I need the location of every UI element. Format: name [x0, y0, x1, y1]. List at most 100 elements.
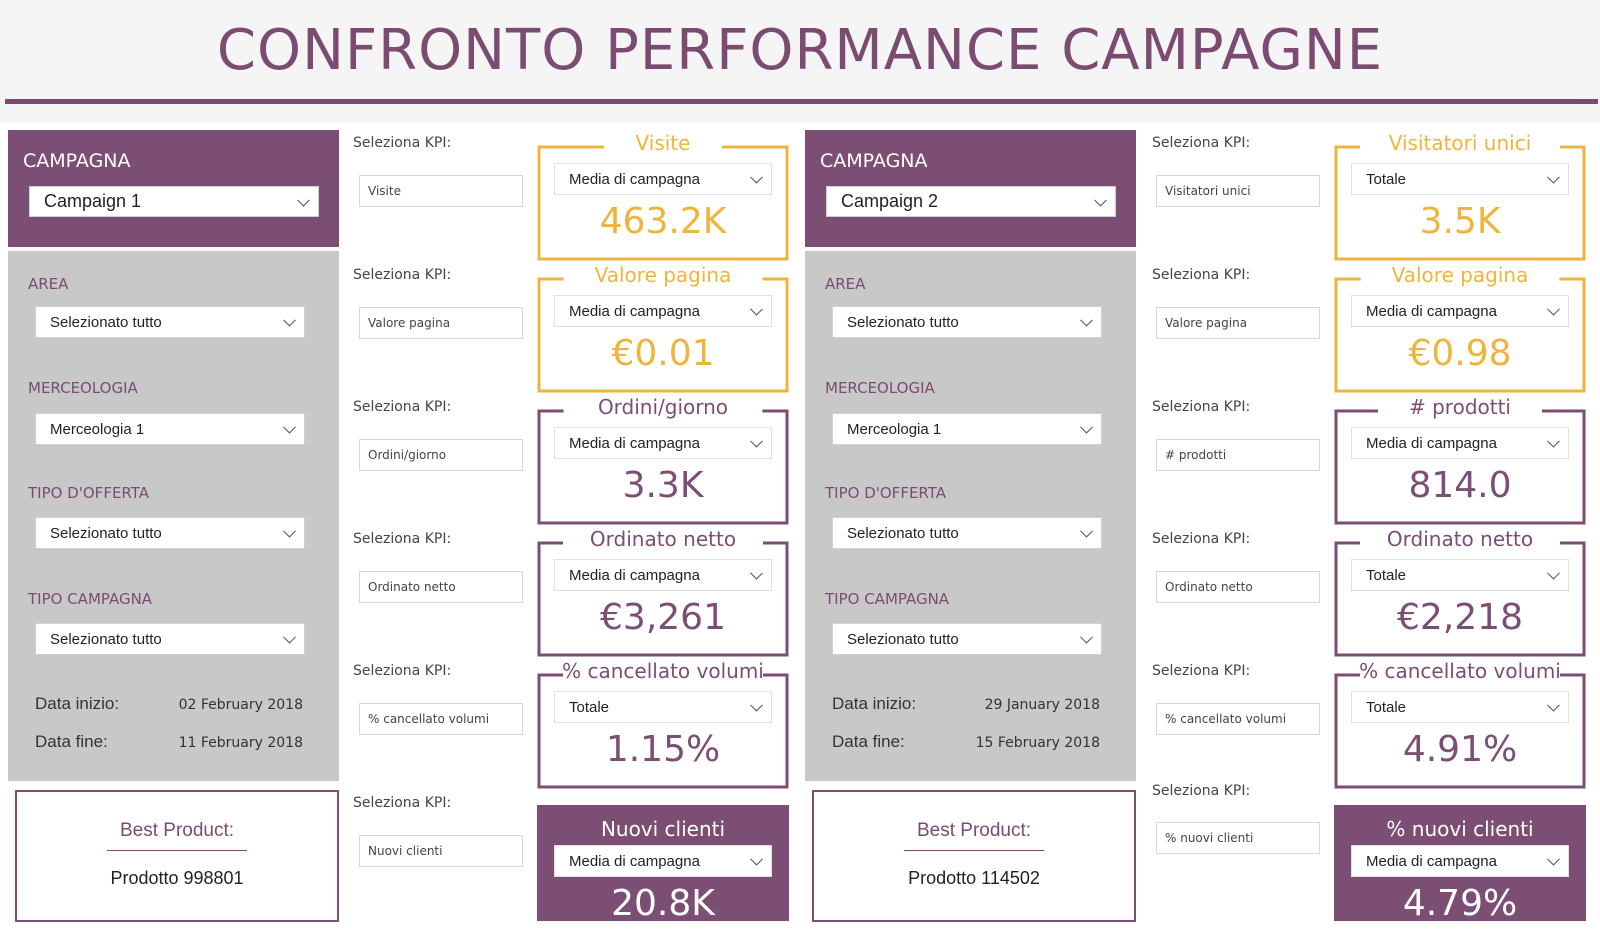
- tipo-offerta-filter-label: TIPO D'OFFERTA: [28, 484, 150, 502]
- area-filter-dropdown[interactable]: Selezionato tutto: [35, 306, 305, 338]
- kpi-select-dropdown[interactable]: % nuovi clienti: [1156, 822, 1320, 854]
- tipo-offerta-filter-dropdown-value: Selezionato tutto: [50, 524, 162, 542]
- kpi-aggregation-dropdown[interactable]: Media di campagna: [554, 163, 772, 195]
- filters-panel: AREA Selezionato tutto MERCEOLOGIA Merceolo…: [805, 251, 1136, 781]
- kpi-aggregation-dropdown-value: Media di campagna: [569, 170, 700, 188]
- chevron-down-icon: [1077, 518, 1101, 548]
- kpi-select-value: Ordinato netto: [1165, 580, 1253, 594]
- kpi-aggregation-dropdown[interactable]: Media di campagna: [554, 427, 772, 459]
- kpi-select-dropdown[interactable]: Ordini/giorno: [359, 439, 523, 471]
- campaign-dropdown[interactable]: Campaign 2: [826, 186, 1116, 217]
- campaign-selector-panel: CAMPAGNA Campaign 2: [805, 130, 1136, 247]
- kpi-select-label: Seleziona KPI:: [353, 531, 452, 547]
- kpi-card: Ordini/giorno Media di campagna 3.3K: [537, 395, 789, 525]
- kpi-aggregation-dropdown-value: Media di campagna: [569, 852, 700, 870]
- kpi-select-dropdown[interactable]: Valore pagina: [359, 307, 523, 339]
- kpi-select-dropdown[interactable]: % cancellato volumi: [1156, 703, 1320, 735]
- merceologia-filter-dropdown[interactable]: Merceologia 1: [832, 413, 1102, 445]
- kpi-card-title: Valore pagina: [594, 263, 732, 287]
- chevron-down-icon: [280, 307, 304, 337]
- kpi-aggregation-dropdown-value: Totale: [1366, 566, 1407, 584]
- date-start-value: 29 January 2018: [984, 697, 1100, 713]
- kpi-select-dropdown[interactable]: Visite: [359, 175, 523, 207]
- kpi-card-frame: [1334, 541, 1586, 657]
- kpi-select-label: Seleziona KPI:: [1152, 531, 1251, 547]
- campaign-label: CAMPAGNA: [23, 150, 131, 172]
- kpi-select-label: Seleziona KPI:: [353, 399, 452, 415]
- chevron-down-icon: [747, 560, 771, 590]
- date-start-label: Data inizio:: [35, 694, 120, 713]
- date-start-label: Data inizio:: [832, 694, 917, 713]
- kpi-card-value: €3,261: [600, 597, 726, 638]
- kpi-card: Visite Media di campagna 463.2K: [537, 131, 789, 261]
- tipo-offerta-filter-dropdown[interactable]: Selezionato tutto: [832, 517, 1102, 549]
- kpi-aggregation-dropdown-value: Media di campagna: [1366, 852, 1497, 870]
- chevron-down-icon: [747, 692, 771, 722]
- best-product-value: Prodotto 998801: [110, 868, 244, 888]
- date-start-value: 02 February 2018: [178, 697, 303, 713]
- chevron-down-icon: [1077, 414, 1101, 444]
- kpi-card-title: % nuovi clienti: [1386, 817, 1534, 841]
- kpi-card: # prodotti Media di campagna 814.0: [1334, 395, 1586, 525]
- kpi-aggregation-dropdown[interactable]: Totale: [554, 691, 772, 723]
- tipo-offerta-filter-dropdown-value: Selezionato tutto: [847, 524, 959, 542]
- kpi-aggregation-dropdown-value: Media di campagna: [569, 434, 700, 452]
- kpi-aggregation-dropdown[interactable]: Media di campagna: [1351, 295, 1569, 327]
- kpi-card-value: 4.79%: [1402, 883, 1518, 924]
- tipo-offerta-filter-dropdown[interactable]: Selezionato tutto: [35, 517, 305, 549]
- kpi-select-dropdown[interactable]: % cancellato volumi: [359, 703, 523, 735]
- area-filter-dropdown[interactable]: Selezionato tutto: [832, 306, 1102, 338]
- campaign-dropdown-value: Campaign 2: [841, 191, 939, 211]
- area-filter-label: AREA: [28, 275, 69, 293]
- best-product-label: Best Product:: [119, 820, 235, 841]
- kpi-aggregation-dropdown[interactable]: Media di campagna: [554, 295, 772, 327]
- kpi-select-dropdown[interactable]: Valore pagina: [1156, 307, 1320, 339]
- kpi-aggregation-dropdown-value: Totale: [1366, 170, 1407, 188]
- kpi-aggregation-dropdown-value: Media di campagna: [1366, 434, 1497, 452]
- kpi-card-frame: [537, 409, 789, 525]
- campaign-selector-panel: CAMPAGNA Campaign 1: [8, 130, 339, 247]
- kpi-aggregation-dropdown[interactable]: Media di campagna: [1351, 427, 1569, 459]
- kpi-aggregation-dropdown[interactable]: Media di campagna: [554, 845, 772, 877]
- chevron-down-icon: [1077, 624, 1101, 654]
- kpi-aggregation-dropdown[interactable]: Totale: [1351, 163, 1569, 195]
- kpi-aggregation-dropdown[interactable]: Totale: [1351, 691, 1569, 723]
- kpi-aggregation-dropdown-value: Totale: [1366, 698, 1407, 716]
- kpi-aggregation-dropdown-value: Media di campagna: [569, 302, 700, 320]
- chevron-down-icon: [294, 187, 318, 216]
- kpi-select-label: Seleziona KPI:: [353, 795, 452, 811]
- chevron-down-icon: [1544, 560, 1568, 590]
- tipo-campagna-filter-dropdown-value: Selezionato tutto: [847, 630, 959, 648]
- best-product-card: Best Product: Prodotto 998801: [15, 790, 339, 922]
- header: CONFRONTO PERFORMANCE CAMPAGNE: [0, 0, 1600, 122]
- kpi-card-title: Valore pagina: [1391, 263, 1529, 287]
- area-filter-dropdown-value: Selezionato tutto: [50, 313, 162, 331]
- chevron-down-icon: [1077, 307, 1101, 337]
- kpi-card-frame: [1334, 673, 1586, 789]
- kpi-select-dropdown[interactable]: Nuovi clienti: [359, 835, 523, 867]
- chevron-down-icon: [747, 846, 771, 876]
- tipo-campagna-filter-dropdown[interactable]: Selezionato tutto: [832, 623, 1102, 655]
- kpi-card: Visitatori unici Totale 3.5K: [1334, 131, 1586, 261]
- campaign-dropdown[interactable]: Campaign 1: [29, 186, 319, 217]
- kpi-card-value: €2,218: [1397, 597, 1523, 638]
- merceologia-filter-dropdown[interactable]: Merceologia 1: [35, 413, 305, 445]
- kpi-select-dropdown[interactable]: Visitatori unici: [1156, 175, 1320, 207]
- kpi-select-dropdown[interactable]: Ordinato netto: [359, 571, 523, 603]
- kpi-aggregation-dropdown[interactable]: Media di campagna: [554, 559, 772, 591]
- kpi-card-title: Visite: [635, 131, 691, 155]
- filters-panel: AREA Selezionato tutto MERCEOLOGIA Merceolo…: [8, 251, 339, 781]
- kpi-select-dropdown[interactable]: # prodotti: [1156, 439, 1320, 471]
- kpi-aggregation-dropdown[interactable]: Media di campagna: [1351, 845, 1569, 877]
- kpi-select-dropdown[interactable]: Ordinato netto: [1156, 571, 1320, 603]
- tipo-campagna-filter-dropdown[interactable]: Selezionato tutto: [35, 623, 305, 655]
- kpi-aggregation-dropdown[interactable]: Totale: [1351, 559, 1569, 591]
- kpi-card-title: Ordinato netto: [1386, 527, 1534, 551]
- best-product-value: Prodotto 114502: [908, 868, 1040, 888]
- kpi-select-value: Nuovi clienti: [368, 844, 443, 858]
- kpi-card-title: Visitatori unici: [1388, 131, 1532, 155]
- kpi-select-value: Visitatori unici: [1165, 184, 1251, 198]
- kpi-card-title: # prodotti: [1408, 395, 1511, 419]
- merceologia-filter-dropdown-value: Merceologia 1: [847, 420, 942, 438]
- kpi-select-value: % nuovi clienti: [1165, 831, 1254, 845]
